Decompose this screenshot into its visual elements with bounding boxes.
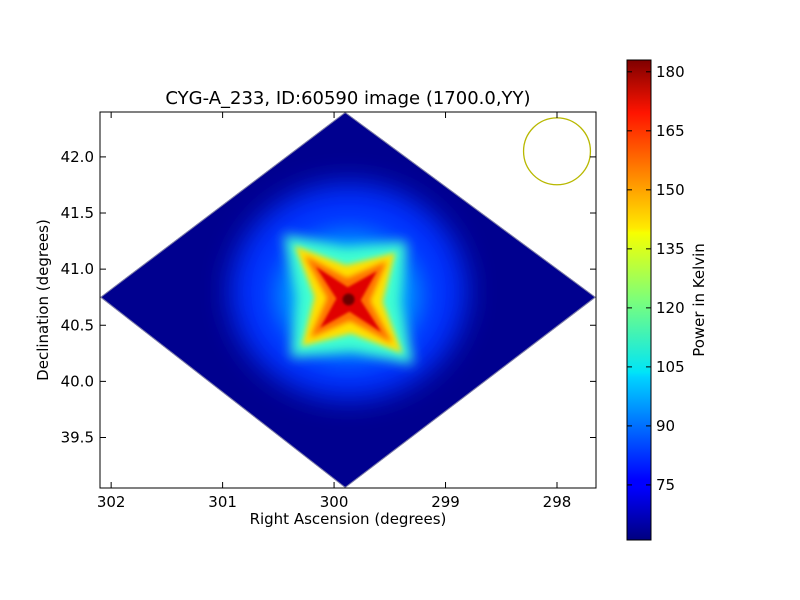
x-tick-label: 300 — [320, 493, 349, 511]
colorbar-tick-label: 150 — [656, 181, 685, 199]
colorbar — [626, 59, 652, 541]
colorbar-tick-label: 135 — [656, 240, 685, 258]
colorbar-tick-label: 75 — [656, 476, 675, 494]
y-tick-label: 41.5 — [61, 204, 94, 222]
x-tick-label: 298 — [543, 493, 572, 511]
x-axis-label: Right Ascension (degrees) — [250, 510, 447, 528]
x-axis: 302 301 300 299 298 — [97, 112, 571, 511]
y-axis: 39.5 40.0 40.5 41.0 41.5 42.0 — [61, 148, 596, 446]
axes-frame — [99, 111, 597, 489]
y-tick-label: 42.0 — [61, 148, 94, 166]
colorbar-tick-label: 120 — [656, 299, 685, 317]
plot-area — [100, 112, 596, 488]
bright-source — [230, 183, 467, 400]
x-tick-label: 302 — [97, 493, 126, 511]
y-tick-label: 40.5 — [61, 316, 94, 334]
source-core — [342, 293, 355, 306]
colorbar-tick-label: 105 — [656, 358, 685, 376]
colorbar-tick-label: 90 — [656, 417, 675, 435]
x-tick-label: 301 — [208, 493, 237, 511]
chart-title: CYG-A_233, ID:60590 image (1700.0,YY) — [165, 88, 530, 109]
x-tick-label: 299 — [431, 493, 460, 511]
y-tick-label: 39.5 — [61, 428, 94, 446]
beam-ellipse — [522, 117, 592, 186]
colorbar-tick-label: 180 — [656, 63, 685, 81]
colorbar-ticks: 75 90 105 120 135 150 165 180 — [627, 63, 685, 494]
colorbar-label: Power in Kelvin — [690, 243, 708, 357]
y-axis-label: Declination (degrees) — [34, 219, 52, 381]
y-tick-label: 40.0 — [61, 372, 94, 390]
colorbar-tick-label: 165 — [656, 122, 685, 140]
y-tick-label: 41.0 — [61, 260, 94, 278]
